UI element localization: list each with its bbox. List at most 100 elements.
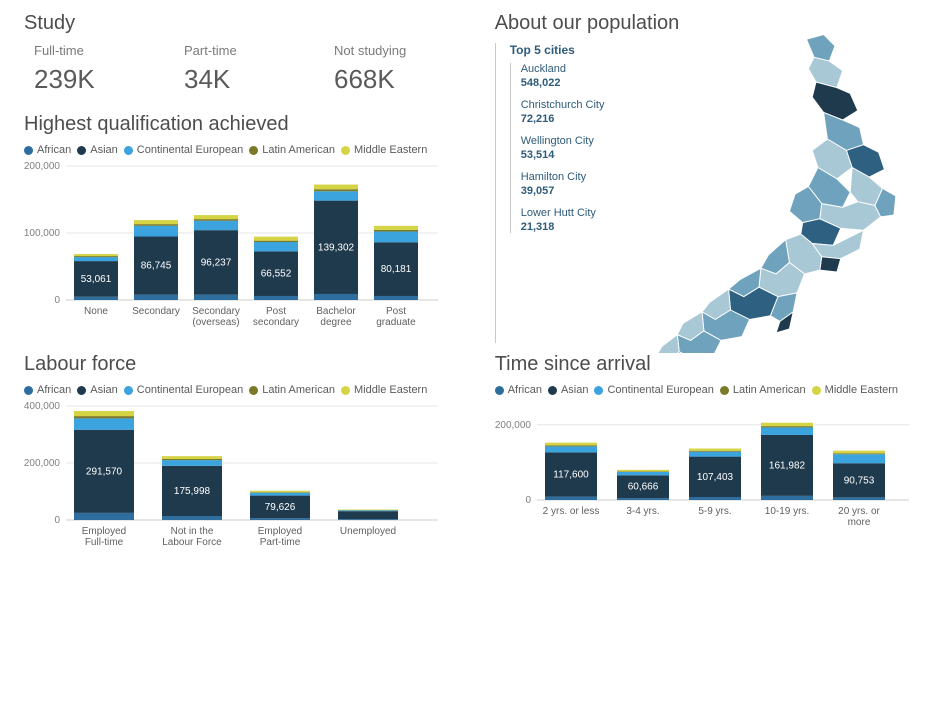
svg-text:200,000: 200,000 (24, 458, 60, 469)
map-region[interactable] (820, 257, 841, 272)
labour-chart: 0200,000400,000291,570EmployedFull-time1… (24, 400, 475, 550)
bar-segment-latin_american[interactable] (162, 459, 222, 460)
bar-segment-african[interactable] (545, 497, 597, 500)
bar-segment-continental_european[interactable] (314, 191, 358, 200)
bar-segment-african[interactable] (74, 513, 134, 520)
bar-segment-african[interactable] (761, 496, 813, 500)
bar-segment-continental_european[interactable] (250, 493, 310, 496)
x-axis-label: Bachelor (316, 306, 356, 317)
bar-segment-latin_american[interactable] (134, 224, 178, 226)
bar-segment-african[interactable] (250, 518, 310, 520)
arrival-legend: AfricanAsianContinental EuropeanLatin Am… (495, 384, 916, 396)
bar-segment-african[interactable] (162, 516, 222, 520)
kpi-label: Part-time (184, 43, 324, 58)
bar-segment-latin_american[interactable] (254, 241, 298, 242)
bar-segment-continental_european[interactable] (338, 510, 398, 511)
kpi-value: 668K (334, 64, 474, 95)
bar-segment-latin_american[interactable] (74, 416, 134, 418)
bar-segment-middle_eastern[interactable] (761, 423, 813, 426)
bar-segment-continental_european[interactable] (194, 221, 238, 230)
bar-segment-african[interactable] (314, 294, 358, 300)
map-region[interactable] (656, 335, 679, 353)
bar-segment-continental_european[interactable] (761, 427, 813, 435)
bar-segment-continental_european[interactable] (74, 257, 118, 261)
bar-segment-continental_european[interactable] (162, 460, 222, 466)
legend-label: Latin American (262, 384, 335, 396)
legend-item-middle_eastern: Middle Eastern (341, 144, 427, 156)
bar-segment-middle_eastern[interactable] (254, 237, 298, 241)
x-axis-label: Full-time (85, 537, 124, 548)
bar-segment-latin_american[interactable] (374, 230, 418, 232)
bar-segment-latin_american[interactable] (250, 492, 310, 493)
legend-swatch (77, 146, 86, 155)
bar-segment-middle_eastern[interactable] (545, 443, 597, 446)
map-region[interactable] (807, 35, 836, 62)
bar-value-label: 79,626 (265, 502, 296, 513)
legend-swatch (124, 146, 133, 155)
svg-text:400,000: 400,000 (24, 401, 60, 412)
bar-segment-middle_eastern[interactable] (162, 456, 222, 459)
legend-item-african: African (24, 144, 71, 156)
legend-item-latin_american: Latin American (720, 384, 806, 396)
bar-segment-latin_american[interactable] (314, 189, 358, 191)
bar-segment-latin_american[interactable] (545, 445, 597, 446)
bar-segment-middle_eastern[interactable] (689, 449, 741, 451)
legend-item-latin_american: Latin American (249, 144, 335, 156)
legend-label: Latin American (262, 144, 335, 156)
legend-label: African (37, 384, 71, 396)
bar-segment-african[interactable] (74, 297, 118, 300)
svg-text:100,000: 100,000 (24, 228, 60, 239)
bar-segment-middle_eastern[interactable] (74, 411, 134, 416)
bar-segment-continental_european[interactable] (74, 418, 134, 429)
bar-segment-middle_eastern[interactable] (374, 226, 418, 230)
bar-segment-continental_european[interactable] (545, 446, 597, 452)
legend-item-continental_european: Continental European (124, 384, 243, 396)
x-axis-label: None (84, 306, 108, 317)
bar-segment-latin_american[interactable] (617, 471, 669, 472)
x-axis-label: 5-9 yrs. (698, 506, 731, 517)
bar-segment-latin_american[interactable] (194, 219, 238, 221)
x-axis-label: Not in the (171, 526, 214, 537)
legend-swatch (812, 386, 821, 395)
bar-segment-middle_eastern[interactable] (833, 451, 885, 454)
map-region[interactable] (812, 82, 858, 120)
bar-segment-continental_european[interactable] (134, 226, 178, 237)
bar-segment-african[interactable] (338, 519, 398, 520)
legend-label: Middle Eastern (354, 144, 427, 156)
bar-segment-african[interactable] (617, 498, 669, 500)
bar-segment-middle_eastern[interactable] (250, 491, 310, 492)
legend-label: Latin American (733, 384, 806, 396)
bar-segment-middle_eastern[interactable] (74, 254, 118, 256)
bar-segment-african[interactable] (254, 296, 298, 300)
bar-segment-continental_european[interactable] (254, 242, 298, 251)
bar-segment-continental_european[interactable] (689, 452, 741, 457)
kpi-label: Not studying (334, 43, 474, 58)
bar-segment-continental_european[interactable] (833, 454, 885, 463)
x-axis-label: Employed (82, 526, 126, 537)
bar-segment-latin_american[interactable] (833, 453, 885, 454)
legend-item-asian: Asian (77, 144, 118, 156)
legend-swatch (24, 146, 33, 155)
arrival-chart: 0200,000117,6002 yrs. or less60,6663-4 y… (495, 400, 916, 530)
bar-segment-continental_european[interactable] (617, 472, 669, 475)
bar-segment-african[interactable] (374, 296, 418, 300)
bar-segment-latin_american[interactable] (74, 256, 118, 257)
bar-segment-latin_american[interactable] (761, 426, 813, 427)
legend-item-african: African (24, 384, 71, 396)
bar-segment-african[interactable] (194, 295, 238, 300)
bar-segment-middle_eastern[interactable] (134, 220, 178, 224)
bar-segment-middle_eastern[interactable] (338, 510, 398, 511)
bar-segment-latin_american[interactable] (689, 451, 741, 452)
map-region[interactable] (808, 57, 842, 87)
bar-segment-continental_european[interactable] (374, 232, 418, 243)
bar-segment-african[interactable] (689, 497, 741, 500)
bar-segment-african[interactable] (833, 497, 885, 500)
study-title: Study (24, 12, 475, 35)
legend-swatch (548, 386, 557, 395)
bar-segment-middle_eastern[interactable] (314, 185, 358, 190)
bar-segment-african[interactable] (134, 295, 178, 300)
bar-segment-asian[interactable] (338, 511, 398, 519)
bar-value-label: 117,600 (553, 470, 589, 481)
bar-segment-middle_eastern[interactable] (194, 215, 238, 219)
bar-segment-middle_eastern[interactable] (617, 470, 669, 472)
